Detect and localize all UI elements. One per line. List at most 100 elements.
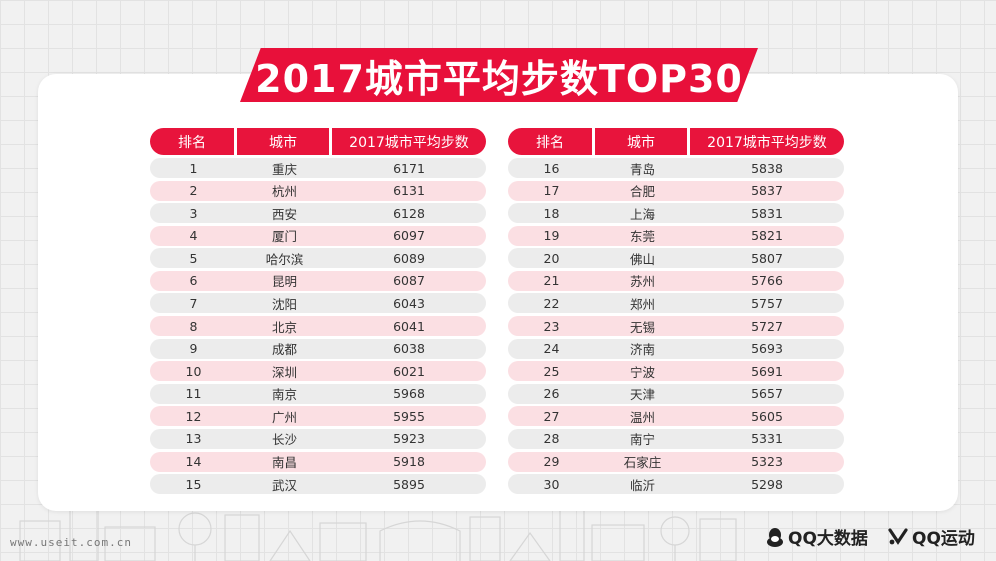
city-cell: 临沂: [629, 477, 655, 493]
steps-cell: 5918: [393, 454, 425, 470]
header-steps: 2017城市平均步数: [332, 128, 486, 155]
table-row: 13 长沙 5923: [150, 428, 486, 449]
rank-cell: 20: [543, 250, 560, 266]
header-city: 城市: [237, 128, 329, 155]
steps-cell: 5837: [751, 183, 783, 199]
table-row: 9 成都 6038: [150, 338, 486, 359]
steps-cell: 5831: [751, 205, 783, 221]
qq-big-data-logo: QQ大数据: [766, 524, 868, 549]
qq-sport-logo: QQ运动: [888, 524, 975, 549]
table-body-left: 1 重庆 6171 2 杭州 6131 3 西安 6128 4 厦门 6097 5 哈尔滨 6089 6 昆明 6…: [150, 158, 486, 495]
table-row: 4 厦门 6097: [150, 225, 486, 246]
city-cell: 杭州: [271, 184, 297, 200]
table-row: 6 昆明 6087: [150, 270, 486, 291]
steps-cell: 5693: [751, 341, 783, 357]
steps-cell: 5955: [393, 408, 425, 424]
steps-cell: 5691: [751, 363, 783, 379]
rank-cell: 1: [189, 160, 198, 176]
rank-cell: 11: [185, 386, 202, 402]
city-skyline-illustration: [19, 506, 737, 561]
rank-cell: 13: [185, 431, 202, 447]
table-row: 10 深圳 6021: [150, 361, 486, 382]
city-cell: 成都: [271, 342, 297, 358]
table-row: 27 温州 5605: [508, 406, 844, 427]
ranking-table-left: 排名 城市 2017城市平均步数 1 重庆 6171 2 杭州 6131 3 西安 6128 4 厦…: [150, 128, 486, 497]
steps-cell: 5757: [751, 295, 783, 311]
table-row: 12 广州 5955: [150, 406, 486, 427]
city-cell: 天津: [629, 387, 655, 403]
rank-cell: 3: [189, 205, 198, 221]
steps-cell: 6131: [393, 183, 425, 199]
rank-cell: 6: [189, 273, 198, 289]
steps-cell: 5331: [751, 431, 783, 447]
rank-cell: 22: [543, 295, 560, 311]
table-row: 2 杭州 6131: [150, 180, 486, 201]
rank-cell: 12: [185, 408, 202, 424]
table-row: 17 合肥 5837: [508, 180, 844, 201]
city-cell: 南京: [271, 387, 297, 403]
penguin-icon: [767, 527, 783, 547]
rank-cell: 16: [543, 160, 560, 176]
rank-cell: 19: [543, 228, 560, 244]
steps-cell: 6038: [393, 341, 425, 357]
steps-cell: 6041: [393, 318, 425, 334]
table-body-right: 16 青岛 5838 17 合肥 5837 18 上海 5831 19 东莞 5821 20 佛山 5807…: [508, 158, 844, 495]
rank-cell: 26: [543, 386, 560, 402]
table-row: 5 哈尔滨 6089: [150, 248, 486, 269]
rank-cell: 21: [543, 273, 560, 289]
table-row: 30 临沂 5298: [508, 474, 844, 495]
steps-cell: 5298: [751, 476, 783, 492]
header-city: 城市: [595, 128, 687, 155]
steps-cell: 5657: [751, 386, 783, 402]
qq-sport-icon: [888, 527, 908, 545]
city-cell: 苏州: [629, 274, 655, 290]
city-cell: 厦门: [271, 229, 297, 245]
rank-cell: 8: [189, 318, 198, 334]
city-cell: 重庆: [271, 161, 297, 177]
qq-big-data-logo-text: QQ大数据: [788, 529, 868, 549]
table-row: 22 郑州 5757: [508, 293, 844, 314]
city-cell: 郑州: [629, 296, 655, 312]
rank-cell: 28: [543, 431, 560, 447]
watermark: www.useit.com.cn: [10, 536, 132, 549]
rank-cell: 5: [189, 250, 198, 266]
steps-cell: 5895: [393, 476, 425, 492]
table-row: 20 佛山 5807: [508, 248, 844, 269]
city-cell: 东莞: [629, 229, 655, 245]
rank-cell: 29: [543, 454, 560, 470]
qq-sport-logo-text: QQ运动: [912, 529, 975, 549]
page-title: 2017城市平均步数TOP30: [255, 56, 743, 101]
steps-cell: 5605: [751, 408, 783, 424]
table-row: 1 重庆 6171: [150, 158, 486, 178]
table-row: 29 石家庄 5323: [508, 451, 844, 472]
city-cell: 温州: [629, 409, 655, 425]
table-row: 28 南宁 5331: [508, 428, 844, 449]
steps-cell: 6043: [393, 295, 425, 311]
table-header: 排名 城市 2017城市平均步数: [150, 128, 486, 155]
city-cell: 沈阳: [271, 296, 297, 312]
rank-cell: 2: [189, 183, 198, 199]
rank-cell: 7: [189, 295, 198, 311]
city-cell: 济南: [629, 342, 655, 358]
steps-cell: 5821: [751, 228, 783, 244]
city-cell: 哈尔滨: [265, 251, 304, 267]
steps-cell: 6087: [393, 273, 425, 289]
city-cell: 南宁: [629, 432, 655, 448]
steps-cell: 6171: [393, 160, 425, 176]
table-row: 26 天津 5657: [508, 383, 844, 404]
rank-cell: 30: [543, 476, 560, 492]
table-row: 25 宁波 5691: [508, 361, 844, 382]
table-row: 3 西安 6128: [150, 203, 486, 224]
table-header: 排名 城市 2017城市平均步数: [508, 128, 844, 155]
city-cell: 长沙: [271, 432, 297, 448]
steps-cell: 5838: [751, 160, 783, 176]
steps-cell: 6089: [393, 250, 425, 266]
steps-cell: 6097: [393, 228, 425, 244]
steps-cell: 6021: [393, 363, 425, 379]
city-cell: 广州: [271, 409, 297, 425]
city-cell: 北京: [271, 319, 297, 335]
city-cell: 宁波: [629, 364, 655, 380]
city-cell: 武汉: [271, 477, 297, 493]
city-cell: 西安: [271, 206, 297, 222]
steps-cell: 5968: [393, 386, 425, 402]
